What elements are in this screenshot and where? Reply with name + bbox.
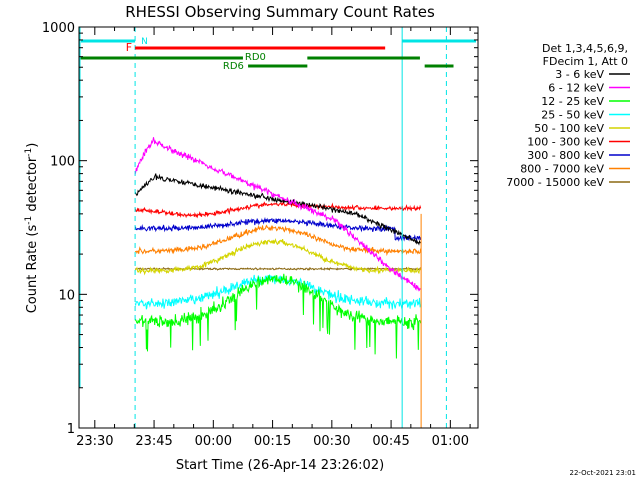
legend-label: 12 - 25 keV: [541, 95, 604, 108]
series-line: [134, 173, 421, 246]
x-tick-label: 23:45: [135, 434, 172, 449]
timestamp: 22-Oct-2021 23:01: [570, 469, 636, 477]
night-flag-label: N: [141, 37, 148, 47]
axes-layer: 23:30 23:45 00:00 00:15 00:30 00:45 01:00 1 10 10…: [42, 21, 478, 449]
x-tick-label: 01:00: [432, 434, 469, 449]
rd0-flag-label: RD0: [245, 52, 266, 63]
series-line: [134, 224, 422, 257]
legend-label: 50 - 100 keV: [534, 122, 604, 135]
x-tick-label: 00:45: [372, 434, 409, 449]
y-axis-label-sup1: -1: [24, 216, 34, 225]
legend-label: 7000 - 15000 keV: [506, 176, 604, 189]
series-line: [134, 237, 422, 276]
series-layer: [134, 137, 422, 359]
series-line: [134, 137, 421, 292]
y-axis-label-part1: Count Rate (s: [25, 225, 40, 314]
series-line: [134, 216, 422, 242]
series-line: [134, 273, 422, 359]
x-tick-label: 00:00: [195, 434, 232, 449]
legend-header-line2: FDecim 1, Att 0: [543, 55, 628, 68]
y-axis-label-sup2: -1: [24, 148, 34, 157]
x-tick-label: 00:15: [254, 434, 291, 449]
y-tick-label: 1000: [42, 21, 75, 36]
rd6-flag-label: RD6: [223, 61, 244, 72]
legend-header-line1: Det 1,3,4,5,6,9,: [542, 42, 628, 55]
x-tick-label: 00:30: [313, 434, 350, 449]
y-axis-label-part2: detector: [25, 156, 40, 216]
series-line: [134, 266, 422, 272]
y-tick-label: 100: [50, 155, 75, 170]
y-axis-label-part3: ): [25, 143, 40, 148]
x-tick-label: 23:30: [76, 434, 113, 449]
legend-label: 3 - 6 keV: [555, 68, 604, 81]
x-axis-label: Start Time (26-Apr-14 23:26:02): [176, 458, 384, 473]
y-tick-label: 10: [58, 288, 75, 303]
legend-label: 100 - 300 keV: [527, 136, 604, 149]
legend-label: 300 - 800 keV: [527, 149, 604, 162]
y-tick-label: 1: [67, 422, 75, 437]
legend-label: 800 - 7000 keV: [520, 163, 604, 176]
chart-title: RHESSI Observing Summary Count Rates: [125, 3, 435, 21]
legend-label: 6 - 12 keV: [548, 82, 604, 95]
flare-flag-label: F: [126, 41, 132, 54]
plot-frame: [78, 26, 479, 429]
legend-label: 25 - 50 keV: [541, 109, 604, 122]
y-axis-label: Count Rate (s-1 detector-1): [24, 143, 40, 314]
series-line: [134, 200, 422, 219]
